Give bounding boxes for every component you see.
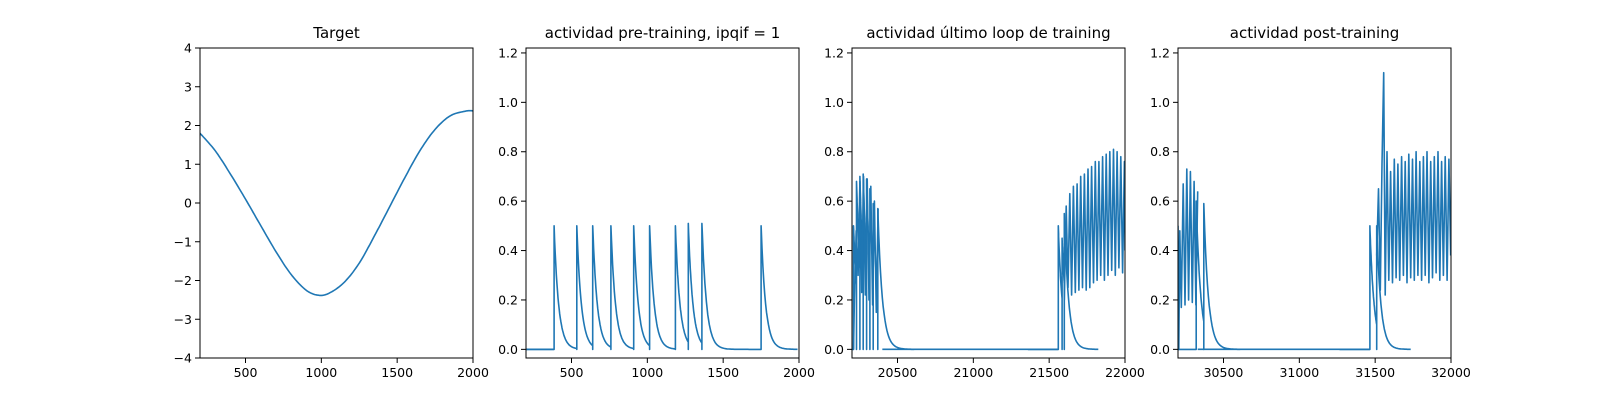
y-tick-label: 0.0	[824, 342, 844, 357]
y-tick-label: 0	[184, 196, 192, 211]
series-line-3-2	[852, 175, 879, 350]
x-tick-label: 2000	[783, 365, 815, 380]
y-tick-label: 0.8	[498, 144, 518, 159]
x-tick-label: 500	[234, 365, 258, 380]
chart-panel-2: 500 1000 1500 2000 0.0 0.2 0.4 0.6 0.8 1.0 1.2 acti…	[498, 24, 815, 380]
x-tick-label: 21000	[953, 365, 993, 380]
y-tick-label: 0.0	[1150, 342, 1170, 357]
y-tick-label: 0.6	[1150, 194, 1170, 209]
y-tick-label: 0.6	[498, 194, 518, 209]
y-tick-label: 1.2	[498, 45, 518, 60]
x-tick-label: 30500	[1204, 365, 1244, 380]
chart-panel-4: 30500 31000 31500 32000 0.0 0.2 0.4 0.6 0.8 1.0 1.…	[1150, 24, 1471, 380]
y-tick-label: 0.6	[824, 194, 844, 209]
axes-frame	[525, 47, 800, 359]
x-tick-label: 500	[560, 365, 584, 380]
y-tick-label: 0.2	[1150, 292, 1170, 307]
x-tick-label: 31500	[1355, 365, 1395, 380]
y-tick-label: 0.8	[824, 144, 844, 159]
axes-frame	[851, 47, 1126, 359]
x-tick-label: 1000	[305, 365, 337, 380]
y-tick-label: 1	[184, 157, 192, 172]
series-line-3-4	[1063, 148, 1125, 301]
y-tick-label: 0.4	[498, 243, 518, 258]
chart-panel-1: 500 1000 1500 2000 −4 −3 −2 −1 0 1 2 3 4 Target	[174, 24, 489, 380]
chart-title: actividad pre-training, ipqif = 1	[545, 24, 781, 42]
y-tick-label: −1	[174, 234, 192, 249]
y-tick-label: 1.2	[1150, 45, 1170, 60]
series-line-2-1	[526, 222, 798, 351]
x-tick-label: 1500	[707, 365, 739, 380]
x-tick-label: 31000	[1279, 365, 1319, 380]
axes-frame	[199, 47, 474, 359]
series-line-4-4	[1375, 71, 1451, 296]
x-tick-label: 2000	[457, 365, 489, 380]
x-tick-label: 22000	[1105, 365, 1145, 380]
y-tick-label: 1.2	[824, 45, 844, 60]
y-tick-label: −3	[174, 312, 192, 327]
series-line-3-3	[1027, 212, 1099, 351]
x-tick-label: 20500	[878, 365, 918, 380]
y-tick-label: 3	[184, 79, 192, 94]
y-tick-label: 0.4	[1150, 243, 1170, 258]
chart-title: Target	[312, 24, 360, 42]
y-tick-label: 0.4	[824, 243, 844, 258]
y-tick-label: −4	[174, 351, 192, 366]
series-line-1-1	[200, 109, 473, 297]
x-tick-label: 1500	[381, 365, 413, 380]
y-tick-label: 1.0	[824, 95, 844, 110]
y-tick-label: 4	[184, 41, 192, 56]
y-tick-label: 1.0	[1150, 95, 1170, 110]
series-line-4-3	[1339, 225, 1411, 351]
y-tick-label: 0.0	[498, 342, 518, 357]
axes-frame	[1177, 47, 1452, 359]
x-tick-label: 21500	[1029, 365, 1069, 380]
y-tick-label: 0.2	[498, 292, 518, 307]
y-tick-label: 2	[184, 118, 192, 133]
y-tick-label: −2	[174, 273, 192, 288]
series-line-4-2	[1178, 168, 1199, 351]
chart-title: actividad último loop de training	[866, 24, 1110, 42]
x-tick-label: 1000	[631, 365, 663, 380]
chart-panel-3: 20500 21000 21500 22000 0.0 0.2 0.4 0.6 0.8 1.0 1.…	[824, 24, 1145, 380]
x-tick-label: 32000	[1431, 365, 1471, 380]
y-tick-label: 0.2	[824, 292, 844, 307]
y-tick-label: 1.0	[498, 95, 518, 110]
y-tick-label: 0.8	[1150, 144, 1170, 159]
chart-title: actividad post-training	[1230, 24, 1399, 42]
